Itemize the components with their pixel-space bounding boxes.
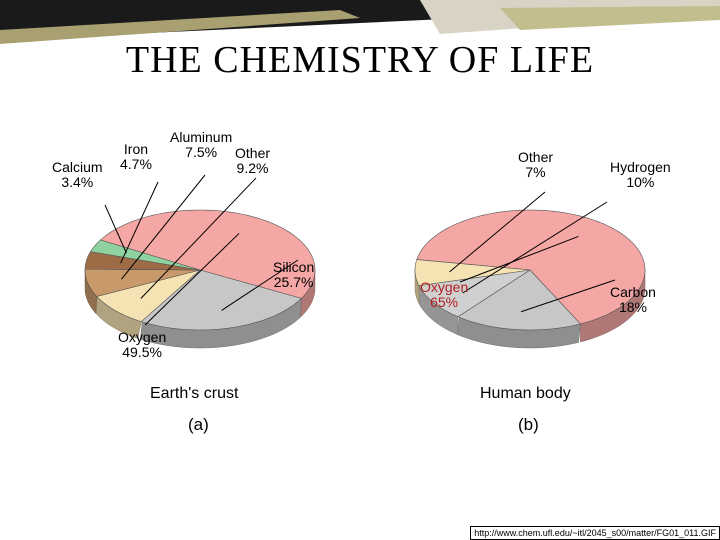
slice-label-hydrogen: Hydrogen 10% [610,160,671,191]
slice-label-oxygen: Oxygen 49.5% [118,330,166,361]
slice-label-calcium: Calcium 3.4% [52,160,103,191]
image-credit: http://www.chem.ufl.edu/~itl/2045_s00/ma… [470,526,720,540]
sub-a: (a) [188,415,209,435]
stripe-olive [500,6,720,30]
page-title: THE CHEMISTRY OF LIFE [126,39,594,81]
slice-label-iron: Iron 4.7% [120,142,152,173]
caption-a: Earth's crust [150,385,238,403]
caption-b: Human body [480,385,571,403]
stripe-light [420,0,720,34]
stripe-dark [0,0,720,40]
slice-label-silicon: Silicon 25.7% [273,260,314,291]
slice-label-aluminum: Aluminum 7.5% [170,130,232,161]
slice-label-other: Other 7% [518,150,553,181]
slide: THE CHEMISTRY OF LIFE Oxygen 49.5% Silico… [0,0,720,540]
slice-label-oxygen: Oxygen 65% [420,280,468,311]
title-wrap: THE CHEMISTRY OF LIFE [0,38,720,82]
sub-b: (b) [518,415,539,435]
chart-area: Oxygen 49.5% Silicon 25.7% Other 9.2%Alumi… [40,120,680,450]
slice-label-other: Other 9.2% [235,146,270,177]
slice-label-carbon: Carbon 18% [610,285,656,316]
